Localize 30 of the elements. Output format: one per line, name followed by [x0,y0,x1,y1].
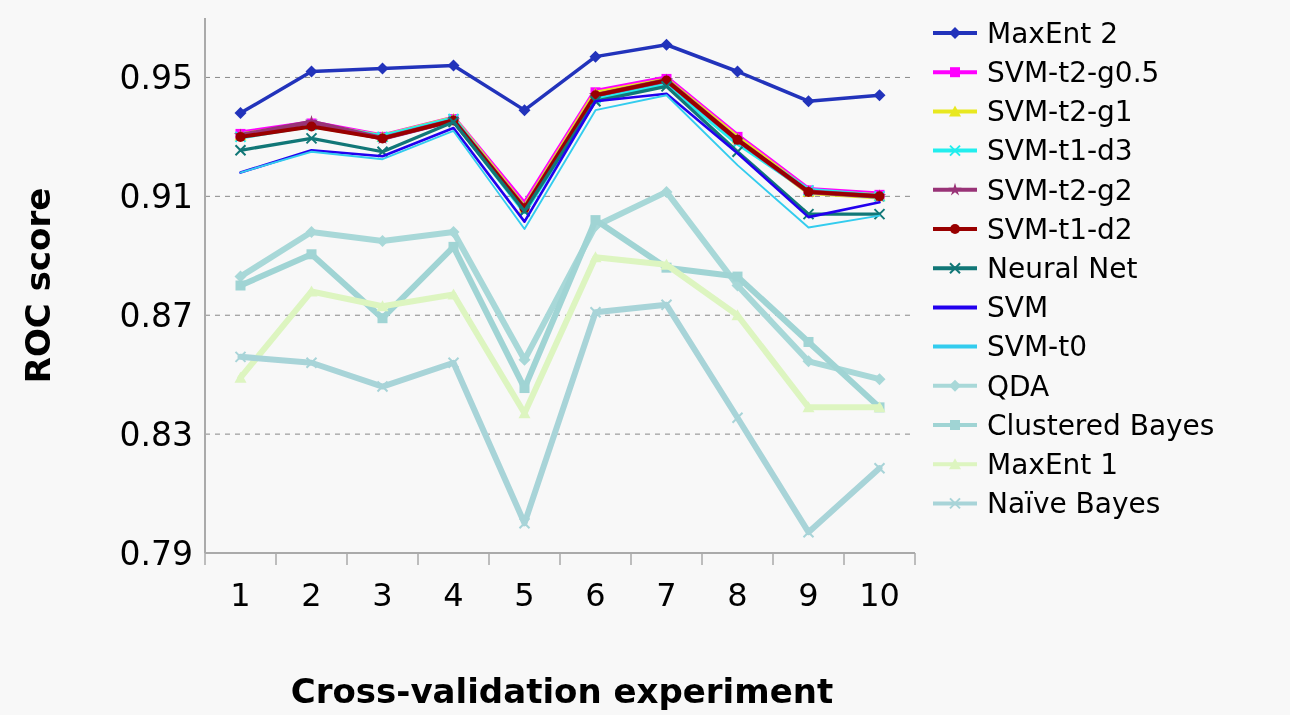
legend-label: SVM-t2-g0.5 [987,56,1160,89]
legend-label: MaxEnt 1 [987,448,1119,481]
x-axis-title: Cross-validation experiment [290,671,834,711]
x-tick-label: 10 [859,576,900,614]
x-tick-label: 8 [727,576,748,614]
x-tick-label: 2 [301,576,322,614]
x-tick-label: 4 [443,576,464,614]
x-tick-label: 1 [230,576,251,614]
y-tick-label: 0.91 [119,176,193,216]
y-axis-title: ROC score [18,187,58,384]
legend-label: SVM-t1-d2 [987,212,1133,246]
legend-label: Neural Net [987,252,1138,285]
legend-label: Naïve Bayes [987,487,1161,521]
x-tick-label: 9 [798,576,819,614]
y-tick-label: 0.95 [119,57,193,97]
y-tick-label: 0.83 [119,414,193,454]
x-tick-label: 3 [372,576,393,614]
x-tick-label: 6 [585,576,606,614]
y-tick-label: 0.79 [119,533,193,573]
legend-label: SVM-t2-g1 [987,95,1133,129]
y-tick-label: 0.87 [119,295,193,335]
legend-label: SVM-t0 [987,330,1087,364]
legend-label: SVM-t2-g2 [987,173,1133,207]
legend-label: Clustered Bayes [987,408,1215,442]
legend-label: SVM-t1-d3 [987,134,1133,168]
legend-label: SVM [987,291,1049,325]
x-tick-label: 5 [514,576,535,614]
legend-label: QDA [987,369,1050,403]
legend-label: MaxEnt 2 [987,16,1119,50]
x-tick-label: 7 [656,576,677,614]
